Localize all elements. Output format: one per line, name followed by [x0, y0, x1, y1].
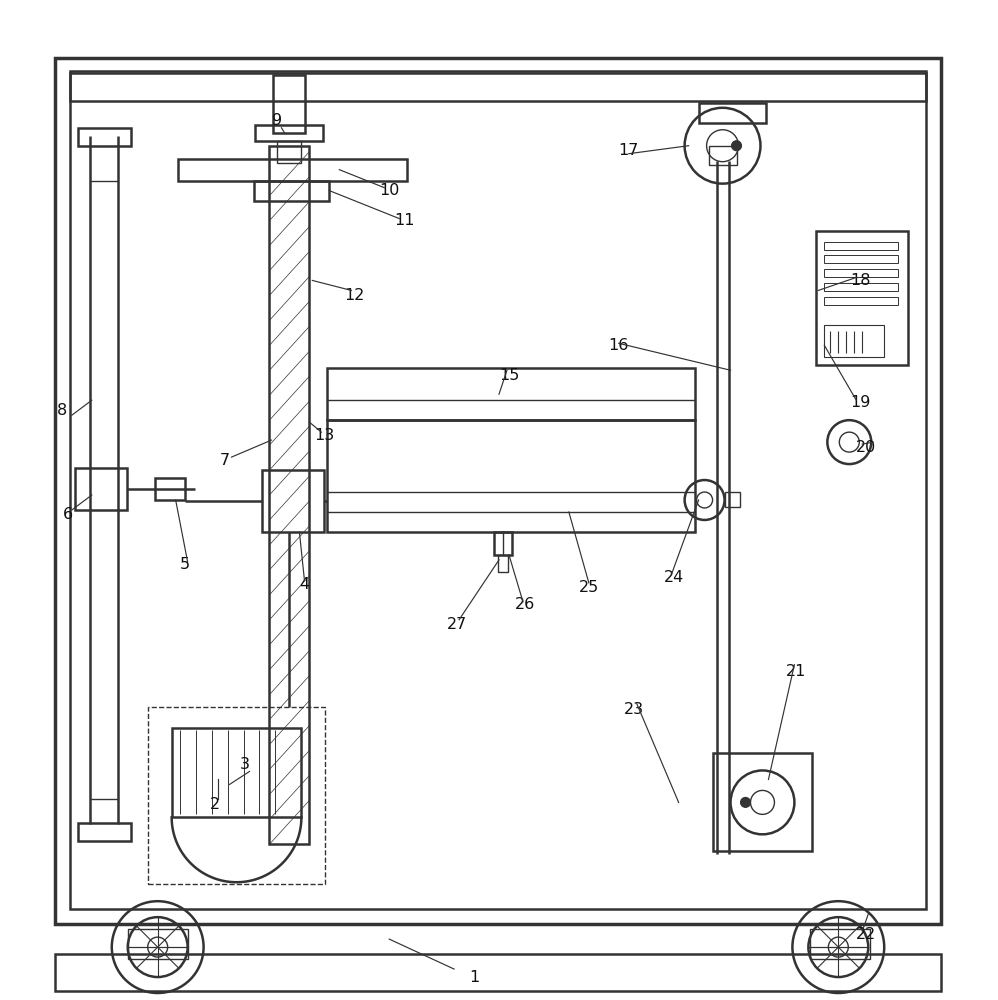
- Bar: [498, 555, 508, 572]
- Bar: [78, 823, 131, 841]
- Text: 23: 23: [624, 702, 644, 717]
- Text: 3: 3: [240, 757, 250, 772]
- Bar: [713, 753, 812, 851]
- Bar: [824, 269, 898, 277]
- Text: 2: 2: [210, 797, 220, 812]
- Text: 15: 15: [499, 368, 519, 383]
- Bar: [55, 58, 941, 924]
- Circle shape: [741, 797, 750, 807]
- Text: 22: 22: [856, 927, 876, 942]
- Text: 8: 8: [57, 403, 67, 418]
- Bar: [269, 146, 309, 844]
- Bar: [178, 159, 407, 181]
- Bar: [327, 368, 695, 420]
- Text: 6: 6: [63, 507, 73, 522]
- Bar: [128, 929, 188, 959]
- Text: 11: 11: [394, 213, 414, 228]
- Bar: [262, 470, 324, 532]
- Bar: [172, 728, 301, 817]
- Bar: [824, 255, 898, 263]
- Text: 18: 18: [850, 273, 870, 288]
- Bar: [78, 128, 131, 146]
- Text: 25: 25: [579, 580, 599, 595]
- Bar: [75, 468, 127, 510]
- Text: 17: 17: [619, 143, 639, 158]
- Text: 24: 24: [664, 570, 684, 585]
- Bar: [155, 478, 185, 500]
- Bar: [709, 146, 737, 165]
- Text: 9: 9: [272, 113, 282, 128]
- Bar: [725, 492, 740, 507]
- Bar: [277, 141, 301, 163]
- Text: 27: 27: [447, 617, 467, 632]
- Text: 4: 4: [299, 577, 309, 592]
- Circle shape: [732, 141, 742, 151]
- Bar: [70, 73, 926, 909]
- Bar: [810, 929, 870, 959]
- Bar: [55, 954, 941, 991]
- Text: 16: 16: [609, 338, 629, 353]
- Text: 21: 21: [786, 664, 806, 679]
- Bar: [699, 103, 766, 123]
- Bar: [824, 297, 898, 305]
- Bar: [824, 325, 884, 357]
- Bar: [70, 71, 926, 101]
- Bar: [327, 420, 695, 532]
- Text: 26: 26: [515, 597, 535, 612]
- Text: 5: 5: [180, 557, 190, 572]
- Text: 10: 10: [379, 183, 399, 198]
- Bar: [494, 532, 512, 555]
- Text: 20: 20: [856, 440, 876, 455]
- Bar: [148, 707, 325, 884]
- Text: 19: 19: [850, 395, 870, 410]
- Bar: [816, 231, 908, 365]
- Bar: [824, 242, 898, 250]
- Text: 12: 12: [344, 288, 364, 303]
- Text: 7: 7: [220, 453, 230, 468]
- Bar: [273, 75, 305, 133]
- Text: 13: 13: [314, 428, 334, 443]
- Bar: [255, 125, 323, 141]
- Bar: [824, 283, 898, 291]
- Bar: [254, 181, 329, 201]
- Text: 1: 1: [469, 970, 479, 985]
